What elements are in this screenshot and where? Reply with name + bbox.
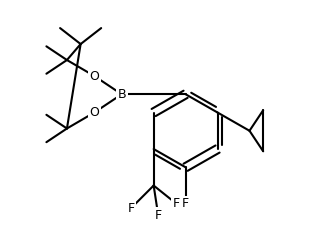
Text: F: F — [155, 209, 162, 222]
Text: F: F — [127, 202, 134, 215]
Text: F: F — [182, 197, 189, 210]
Text: B: B — [117, 88, 126, 101]
Text: O: O — [89, 106, 99, 119]
Text: F: F — [173, 197, 180, 210]
Text: O: O — [89, 69, 99, 82]
